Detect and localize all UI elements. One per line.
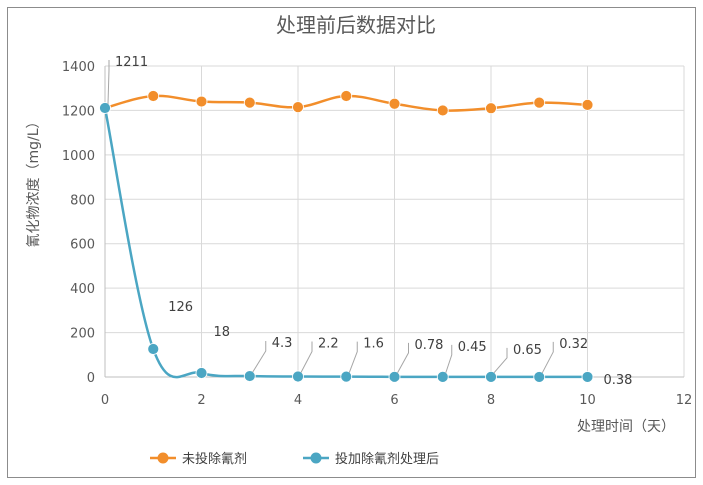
- data-point: [485, 102, 497, 115]
- x-tick-label: 12: [676, 393, 693, 408]
- y-tick-label: 600: [70, 238, 95, 253]
- label-leader-line: [541, 341, 554, 374]
- data-label: 2.2: [318, 337, 339, 352]
- label-leader-line: [252, 341, 267, 373]
- data-point: [485, 370, 497, 383]
- data-point: [533, 371, 546, 383]
- series-line-2: [103, 107, 588, 379]
- x-tick-label: 6: [390, 393, 398, 408]
- x-tick-label: 10: [579, 393, 596, 408]
- data-point: [436, 371, 449, 383]
- label-leader-line: [348, 341, 358, 373]
- data-point: [388, 97, 401, 110]
- y-axis-label: 氰化物浓度（mg/L）: [26, 114, 42, 247]
- y-tick-label: 800: [70, 193, 95, 208]
- legend-marker: [310, 452, 322, 464]
- y-tick-label: 0: [87, 371, 95, 386]
- x-tick-label: 0: [101, 393, 109, 408]
- x-tick-label: 8: [487, 393, 495, 408]
- data-point: [243, 96, 256, 109]
- y-tick-label: 1200: [62, 104, 95, 119]
- data-point: [292, 101, 304, 113]
- data-point: [99, 102, 111, 114]
- data-point: [533, 96, 546, 109]
- data-point: [292, 370, 304, 383]
- data-label: 18: [214, 325, 231, 340]
- y-tick-label: 400: [70, 282, 95, 297]
- label-leader-line: [445, 344, 453, 374]
- data-label: 0.78: [415, 338, 444, 353]
- series-layer: [99, 90, 594, 383]
- data-labels: 1211 126 18 4.3 2.2 1.6 0.78 0.45 0.65 0.32 0.38: [107, 55, 633, 388]
- label-leader-line: [300, 341, 313, 373]
- data-label: 1.6: [363, 337, 384, 352]
- data-point: [340, 90, 353, 102]
- label-leader-line: [107, 59, 110, 104]
- data-point: [243, 370, 256, 382]
- data-point: [436, 104, 449, 117]
- data-label: 0.45: [458, 340, 487, 355]
- legend-label: 投加除氰剂处理后: [335, 451, 439, 467]
- data-point: [147, 90, 160, 102]
- data-point: [147, 343, 160, 355]
- data-label: 0.38: [604, 373, 633, 388]
- data-label: 0.65: [513, 343, 542, 358]
- chart-frame: [7, 7, 696, 478]
- y-tick-label: 1400: [62, 60, 95, 75]
- axes: 0 200 400 600 800 1000 1200 1400 0 2 4 6 8 10 12: [62, 60, 692, 408]
- chart-title: 处理前后数据对比: [276, 13, 436, 37]
- data-label: 126: [168, 300, 193, 315]
- data-point: [195, 95, 208, 108]
- y-tick-label: 200: [70, 327, 95, 342]
- data-point: [581, 371, 594, 383]
- data-point: [195, 367, 208, 379]
- x-tick-label: 2: [197, 393, 205, 408]
- legend-marker: [157, 452, 169, 464]
- gridlines: [105, 65, 685, 377]
- data-label: 4.3: [272, 336, 293, 351]
- label-leader-line: [397, 342, 409, 374]
- x-axis-label: 处理时间（天）: [577, 419, 675, 435]
- data-point: [340, 370, 353, 383]
- y-tick-label: 1000: [62, 149, 95, 164]
- data-point: [388, 370, 401, 383]
- data-label: 0.32: [559, 337, 588, 352]
- data-point: [581, 98, 594, 111]
- legend: 未投除氰剂 投加除氰剂处理后: [150, 451, 439, 467]
- x-tick-label: 4: [294, 393, 302, 408]
- legend-label: 未投除氰剂: [182, 451, 247, 467]
- data-label: 1211: [115, 55, 148, 70]
- label-leader-line: [493, 347, 508, 374]
